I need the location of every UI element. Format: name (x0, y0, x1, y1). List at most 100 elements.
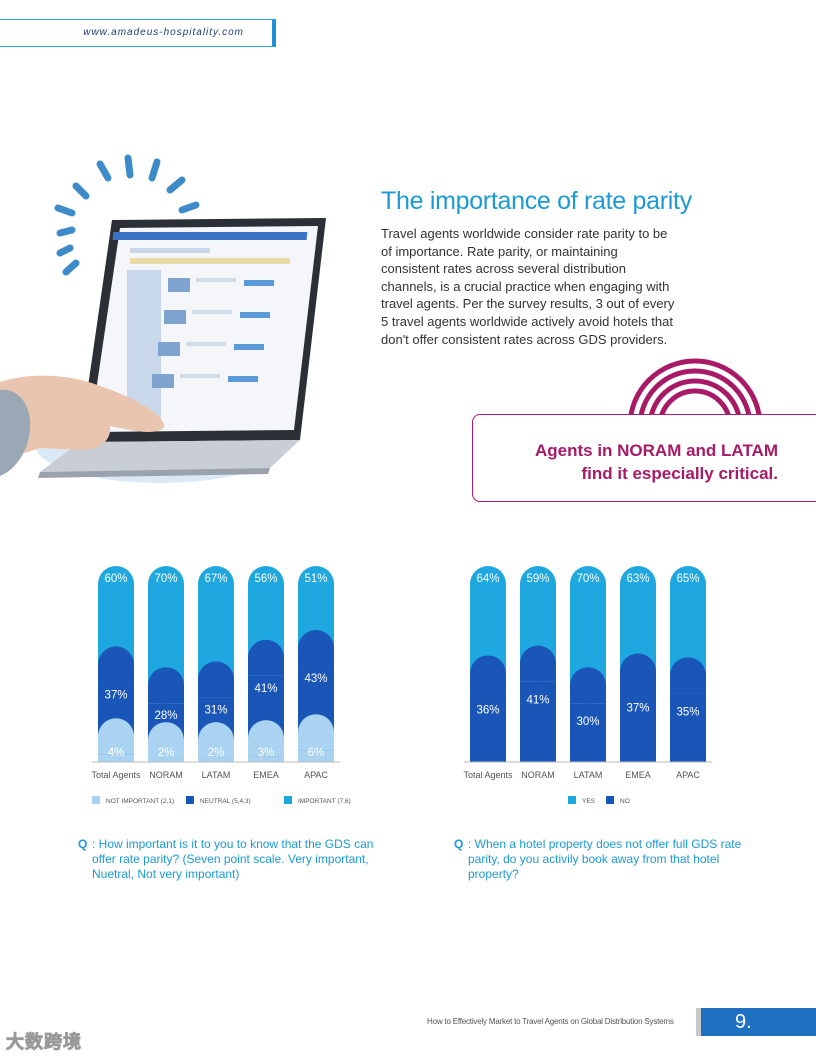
data-label: 41% (254, 683, 277, 695)
data-label: 51% (304, 573, 327, 585)
bar-segment-cap (198, 722, 234, 759)
category-label: EMEA (253, 770, 279, 780)
data-label: 70% (576, 573, 599, 585)
bar-4 (670, 566, 706, 762)
bar-segment-cap (298, 714, 334, 751)
bar-segment (298, 750, 334, 762)
bar-0 (470, 566, 506, 762)
bar-segment-cap (98, 646, 134, 683)
question-2-text: : When a hotel property does not offer f… (468, 837, 742, 881)
data-label: 41% (526, 695, 549, 707)
data-label: 65% (676, 573, 699, 585)
bar-2 (198, 566, 234, 762)
question-2: Q : When a hotel property does not offer… (454, 837, 754, 882)
question-1-marker: Q (78, 837, 88, 851)
header-url[interactable]: www.amadeus-hospitality.com (83, 27, 244, 38)
data-label: 60% (104, 573, 127, 585)
data-label: 30% (576, 716, 599, 728)
data-label: 2% (158, 747, 175, 759)
legend-label: NEUTRAL (5,4,3) (200, 798, 251, 805)
legend-swatch (284, 796, 292, 804)
bar-segment-cap (148, 722, 184, 759)
bar-1 (148, 566, 184, 762)
header-url-box: www.amadeus-hospitality.com (0, 19, 276, 47)
bar-segment-cap (248, 639, 284, 676)
callout-line-2: find it especially critical. (581, 464, 778, 483)
bar-segment (670, 693, 706, 762)
data-label: 36% (476, 704, 499, 716)
section-title: The importance of rate parity (381, 187, 692, 215)
data-label: 3% (258, 747, 275, 759)
category-label: NORAM (521, 770, 555, 780)
book-away-chart: 36% 64% Total Agents 41% 59% NORAM 30% 70% LATAM… (463, 566, 712, 805)
page-number: 9. (735, 1011, 752, 1033)
bar-4 (298, 566, 334, 762)
legend-label: YES (582, 798, 596, 805)
footer-text: How to Effectively Market to Travel Agen… (427, 1017, 674, 1026)
bar-segment-cap (98, 718, 134, 755)
bar-segment-cap (470, 655, 506, 692)
question-2-marker: Q (454, 837, 464, 851)
bar-segment (620, 689, 656, 762)
bar-segment (570, 703, 606, 762)
bar-segment (520, 681, 556, 762)
bar-segment-cap (670, 657, 706, 694)
data-label: 31% (204, 704, 227, 716)
data-label: 67% (204, 573, 227, 585)
bar-segment-cap (148, 667, 184, 704)
bar-segment-cap (298, 629, 334, 666)
laptop-illustration (0, 154, 326, 483)
loading-rays-icon (54, 154, 200, 276)
callout-line-1: Agents in NORAM and LATAM (534, 441, 778, 460)
data-label: 2% (208, 747, 225, 759)
legend-label: NOT IMPORTANT (2,1) (106, 798, 174, 805)
category-label: LATAM (202, 770, 231, 780)
data-label: 43% (304, 673, 327, 685)
data-label: 64% (476, 573, 499, 585)
category-label: EMEA (625, 770, 651, 780)
watermark: 大数跨境 (6, 1032, 82, 1053)
category-label: Total Agents (91, 770, 141, 780)
importance-chart: 4% 37% 60% Total Agents 2% 28% 70% NORAM 2% 31% 67… (91, 566, 351, 805)
legend-swatch (568, 796, 576, 804)
callout-box: Agents in NORAM and LATAM find it especi… (472, 414, 816, 502)
bar-2 (570, 566, 606, 762)
bar-3 (248, 566, 284, 762)
page-number-tab: 9. (696, 1008, 816, 1036)
legend-swatch (186, 796, 194, 804)
bar-segment-cap (570, 667, 606, 704)
legend-swatch (606, 796, 614, 804)
data-label: 35% (676, 706, 699, 718)
bar-segment (98, 754, 134, 762)
question-1-text: : How important is it to you to know tha… (92, 837, 374, 881)
category-label: APAC (304, 770, 328, 780)
data-label: 63% (626, 573, 649, 585)
bar-segment (148, 758, 184, 762)
category-label: APAC (676, 770, 700, 780)
bar-0 (98, 566, 134, 762)
question-1: Q : How important is it to you to know t… (78, 837, 388, 882)
bar-segment-cap (248, 720, 284, 757)
section-body: Travel agents worldwide consider rate pa… (381, 226, 675, 347)
category-label: Total Agents (463, 770, 513, 780)
bar-segment-cap (520, 645, 556, 682)
bar-1 (520, 566, 556, 762)
data-label: 70% (154, 573, 177, 585)
data-label: 37% (104, 689, 127, 701)
legend-label: IMPORTANT (7,6) (298, 798, 351, 805)
bar-segment (198, 758, 234, 762)
data-label: 4% (108, 747, 125, 759)
category-label: NORAM (149, 770, 183, 780)
data-label: 56% (254, 573, 277, 585)
data-label: 6% (308, 747, 325, 759)
data-label: 37% (626, 702, 649, 714)
data-label: 28% (154, 710, 177, 722)
legend-swatch (92, 796, 100, 804)
callout-text: Agents in NORAM and LATAM find it especi… (535, 439, 778, 485)
bar-segment (248, 756, 284, 762)
bar-3 (620, 566, 656, 762)
legend-label: NO (620, 798, 630, 805)
category-label: LATAM (574, 770, 603, 780)
data-label: 59% (526, 573, 549, 585)
bar-segment (470, 691, 506, 762)
